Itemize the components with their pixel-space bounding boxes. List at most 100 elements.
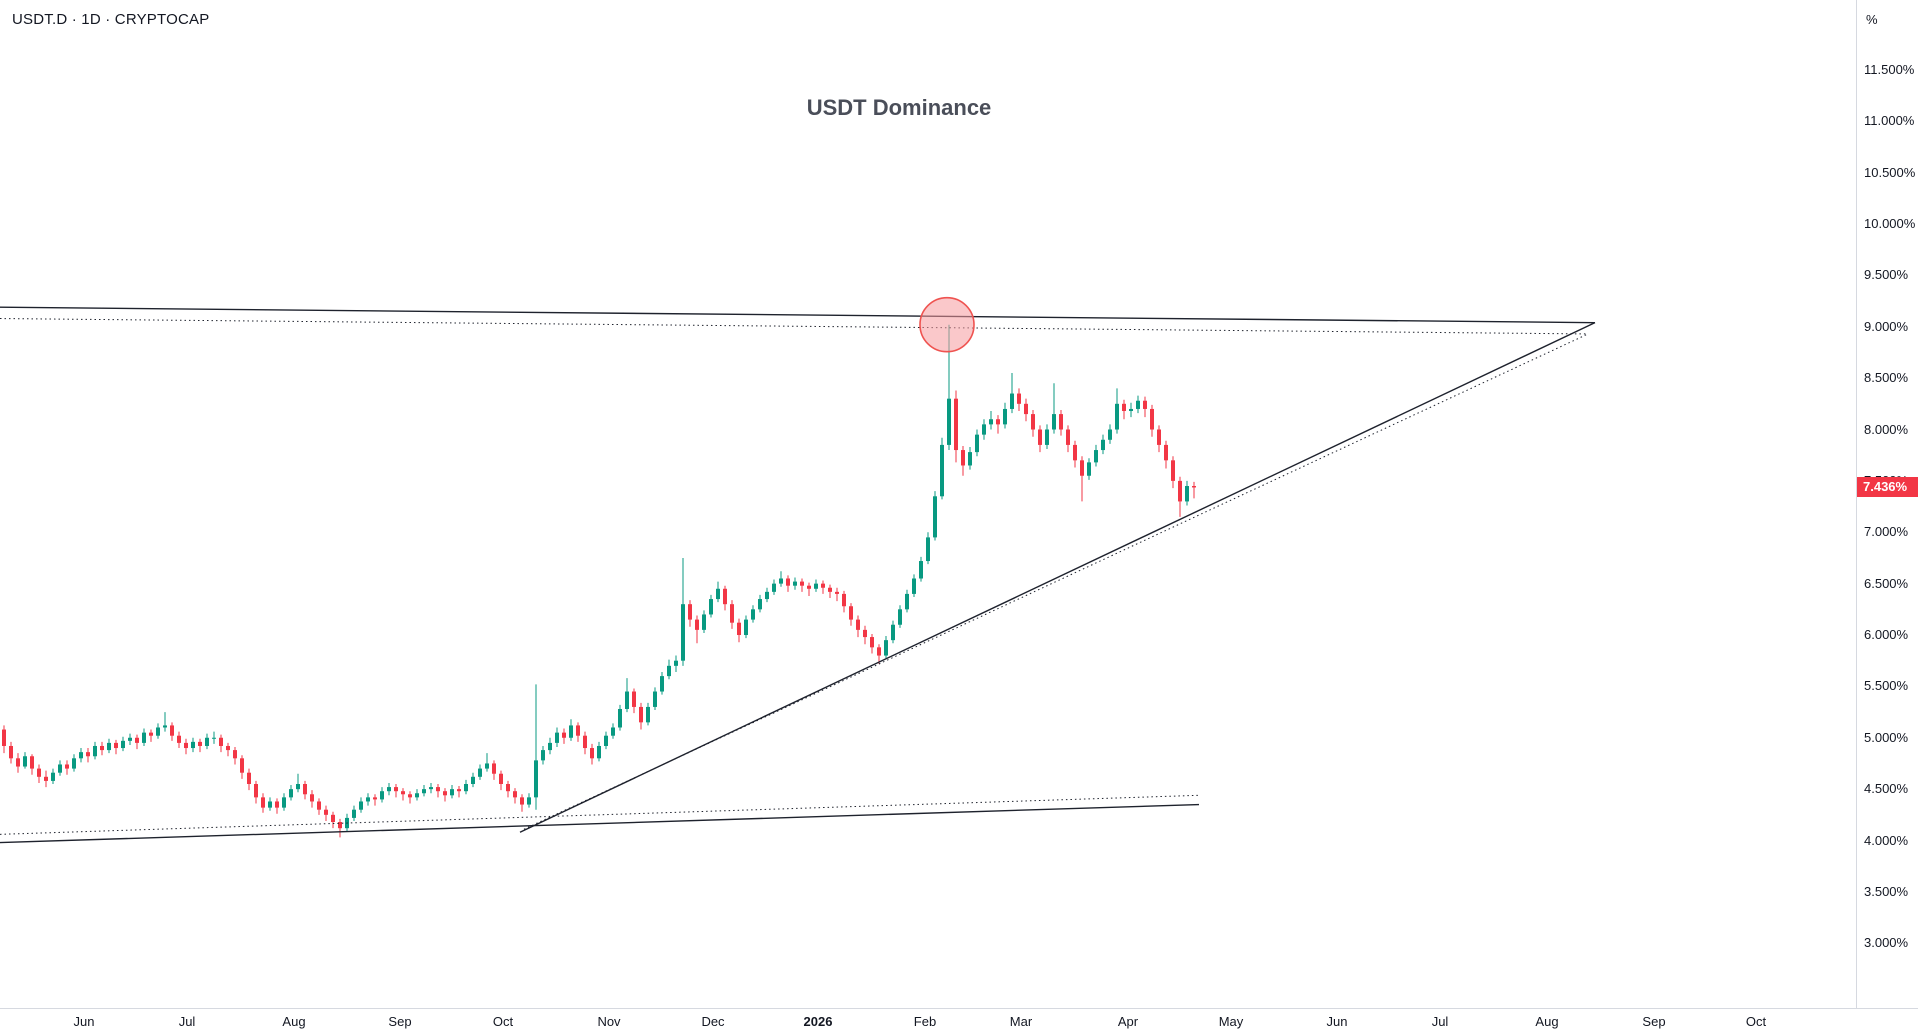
candle	[625, 678, 629, 713]
candle	[317, 798, 321, 815]
candle	[709, 594, 713, 618]
time-axis-tick: Oct	[492, 1014, 514, 1029]
time-axis-tick: Apr	[1117, 1014, 1139, 1029]
time-axis-tick: Feb	[913, 1014, 937, 1029]
candle	[219, 734, 223, 753]
candle	[121, 736, 125, 752]
highlight-circle-annotation[interactable]	[919, 296, 975, 353]
time-axis-tick: Nov	[597, 1014, 621, 1029]
candle	[1136, 395, 1140, 414]
chart-canvas[interactable]	[0, 0, 1856, 1008]
candle	[639, 702, 643, 730]
resistance-trendline-dotted[interactable]	[0, 318, 1589, 335]
candle	[653, 687, 657, 711]
candle	[226, 742, 230, 757]
candle	[1192, 481, 1196, 499]
candle	[170, 722, 174, 741]
candle	[366, 793, 370, 806]
candle	[324, 805, 328, 821]
price-axis-tick: 9.000%	[1864, 318, 1909, 334]
ascending-trendline-dotted[interactable]	[523, 333, 1589, 830]
candle	[1017, 388, 1021, 412]
price-axis-tick: 5.000%	[1864, 729, 1909, 745]
candle	[800, 578, 804, 592]
time-axis-tick: Dec	[701, 1014, 725, 1029]
price-axis-tick: 3.000%	[1864, 935, 1909, 951]
candle	[961, 445, 965, 476]
candle	[394, 784, 398, 798]
chart-pane[interactable]	[0, 0, 1856, 1008]
time-axis-tick: Oct	[1745, 1014, 1767, 1029]
candle	[597, 741, 601, 762]
candle	[457, 786, 461, 798]
candle	[814, 579, 818, 592]
candle	[849, 603, 853, 626]
price-axis-tick: 10.000%	[1864, 216, 1916, 231]
candle	[632, 688, 636, 714]
candle	[471, 772, 475, 788]
candle	[926, 532, 930, 565]
price-axis-tick: 4.000%	[1864, 832, 1909, 848]
time-axis-tick: Jun	[1326, 1014, 1348, 1029]
support-trendline-dotted[interactable]	[0, 794, 1200, 835]
candle	[464, 779, 468, 795]
price-axis[interactable]: % 7.436% 11.500% 11.000% 10.500% 10.000% 9.5…	[1856, 0, 1918, 1008]
candle	[737, 618, 741, 643]
candle	[765, 587, 769, 603]
candle	[555, 727, 559, 748]
candle	[79, 748, 83, 763]
ascending-trendline[interactable]	[519, 322, 1596, 833]
candle	[891, 620, 895, 644]
candle	[905, 589, 909, 613]
candle	[660, 672, 664, 695]
candle	[275, 798, 279, 814]
candle	[520, 794, 524, 812]
candle	[149, 729, 153, 742]
candle	[114, 739, 118, 755]
candle	[940, 437, 944, 500]
time-axis[interactable]: Jun Jul Aug Sep Oct Nov Dec 2026 Feb Mar Apr May Jun…	[0, 1008, 1918, 1031]
support-trendline[interactable]	[0, 803, 1200, 844]
candle	[86, 748, 90, 763]
price-axis-tick: 9.500%	[1864, 267, 1909, 283]
candle	[373, 794, 377, 806]
candle	[352, 805, 356, 821]
candle	[58, 760, 62, 776]
candle	[1087, 458, 1091, 480]
time-axis-tick: Mar	[1009, 1014, 1033, 1029]
symbol-title[interactable]: USDT.D · 1D · CRYPTOCAP	[12, 11, 210, 28]
candle	[233, 747, 237, 765]
time-axis-tick: Aug	[282, 1014, 306, 1029]
candle	[240, 755, 244, 779]
candle	[331, 811, 335, 829]
candle	[1066, 425, 1070, 453]
candle	[268, 797, 272, 811]
candle	[1150, 404, 1154, 437]
candle	[786, 575, 790, 592]
candle	[1094, 444, 1098, 467]
candle	[506, 780, 510, 798]
candle	[177, 731, 181, 749]
candle	[919, 556, 923, 582]
candle	[604, 731, 608, 750]
candle	[989, 411, 993, 430]
candle	[541, 745, 545, 765]
candle	[436, 784, 440, 798]
candle	[191, 737, 195, 753]
candle	[863, 625, 867, 645]
price-axis-tick: 3.500%	[1864, 883, 1909, 899]
candle	[1185, 480, 1189, 506]
resistance-trendline[interactable]	[0, 306, 1596, 324]
candle	[1178, 476, 1182, 517]
time-axis-tick: Jul	[1431, 1014, 1449, 1029]
candle	[37, 764, 41, 783]
candle	[835, 587, 839, 602]
time-axis-tick: May	[1218, 1014, 1244, 1029]
candle	[583, 731, 587, 755]
candle	[282, 793, 286, 811]
candle	[1171, 456, 1175, 489]
candle	[1024, 398, 1028, 422]
candle	[1129, 402, 1133, 418]
candle	[954, 390, 958, 463]
candle	[205, 733, 209, 750]
